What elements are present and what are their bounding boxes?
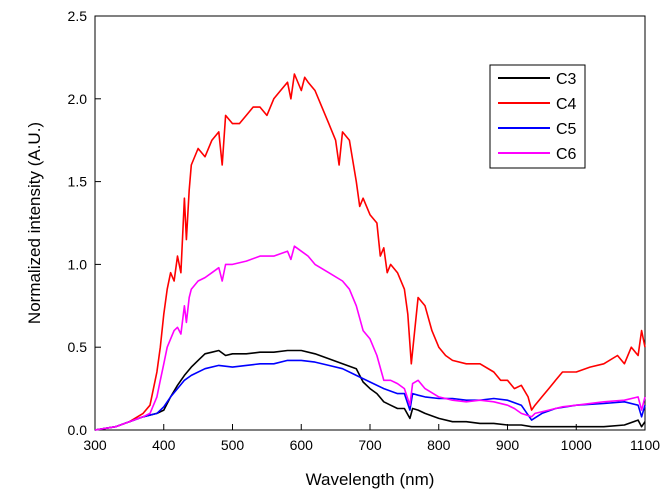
x-axis: 300 400 500 600 700 800 900 1000 1100: [83, 424, 660, 453]
y-tick-label: 2.5: [68, 8, 88, 24]
x-tick-label: 800: [427, 437, 451, 453]
x-axis-label: Wavelength (nm): [306, 470, 435, 489]
y-tick-label: 1.5: [68, 174, 88, 190]
legend-box: [489, 64, 586, 169]
x-tick-label: 300: [83, 437, 107, 453]
y-axis-label: Normalized intensity (A.U.): [25, 122, 44, 324]
x-tick-label: 600: [290, 437, 314, 453]
x-tick-label: 1100: [630, 437, 660, 453]
x-tick-label: 500: [221, 437, 245, 453]
y-tick-label: 0.5: [68, 339, 88, 355]
legend-label-c5: C5: [556, 121, 577, 138]
legend-label-c6: C6: [556, 146, 577, 163]
legend-label-c3: C3: [556, 71, 577, 88]
legend-label-c4: C4: [556, 96, 577, 113]
series-line-c3: [94, 349, 646, 431]
y-tick-label: 1.0: [68, 256, 88, 272]
series-line-c5: [94, 359, 646, 431]
y-tick-label: 2.0: [68, 91, 88, 107]
x-tick-label: 700: [358, 437, 382, 453]
y-axis: 0.0 0.5 1.0 1.5 2.0 2.5: [68, 8, 101, 438]
series-line-c4: [94, 73, 646, 431]
x-tick-label: 1000: [561, 437, 592, 453]
legend: C3 C4 C5 C6: [489, 64, 586, 169]
y-tick-label: 0.0: [68, 422, 88, 438]
x-tick-label: 900: [496, 437, 520, 453]
series-lines: [94, 73, 646, 431]
series-line-c6: [94, 245, 646, 431]
x-tick-label: 400: [152, 437, 176, 453]
